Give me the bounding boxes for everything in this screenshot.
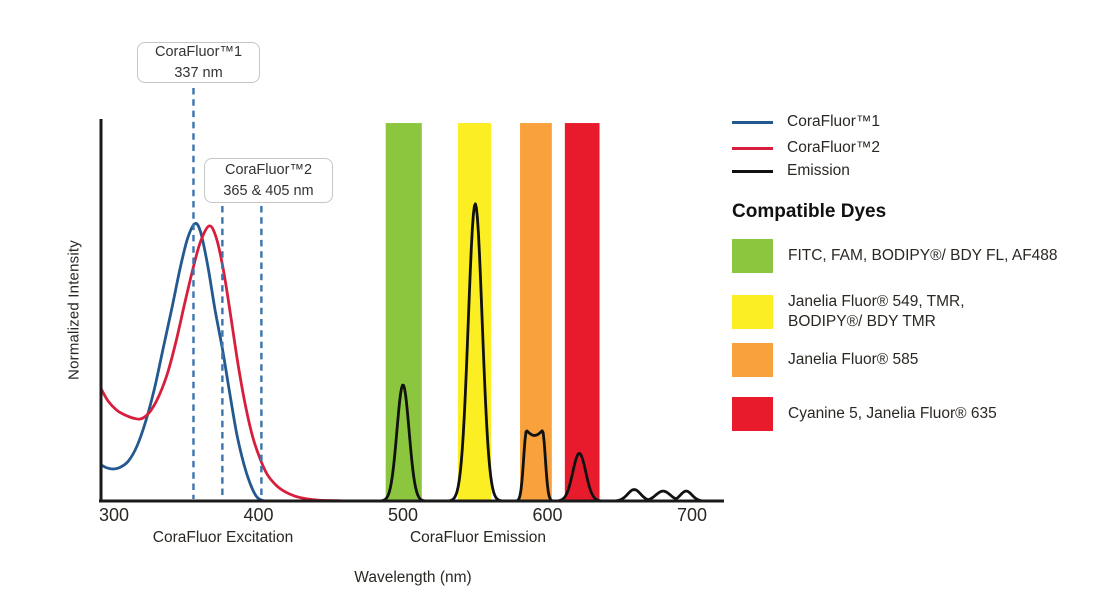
legend-label: CoraFluor™1: [787, 113, 881, 130]
filter-band-green: [385, 123, 422, 501]
annotation-corafluor2-wavelength: 365 & 405 nm: [223, 182, 314, 199]
x-tick-label-700: 700: [677, 505, 707, 525]
legend-item-corafluor2: CoraFluor™2: [732, 138, 880, 158]
dye-label: Janelia Fluor® 585: [788, 350, 919, 368]
x-tick-label-500: 500: [388, 505, 418, 525]
legend-line-swatch: [732, 146, 773, 150]
dye-list-item: FITC, FAM, BODIPY®/ BDY FL, AF488: [732, 239, 1058, 273]
annotation-corafluor2-name: CoraFluor™2: [224, 162, 313, 179]
dye-color-swatch: [732, 397, 773, 431]
excitation-section-label: CoraFluor Excitation: [152, 529, 294, 546]
dye-list-item: Janelia Fluor® 549, TMR, BODIPY®/ BDY TM…: [732, 292, 965, 333]
right-panel: CoraFluor™1 CoraFluor™2 Emission Compati…: [732, 0, 1110, 612]
legend-item-emission: Emission: [732, 161, 850, 181]
legend-line-swatch: [732, 120, 773, 124]
dye-color-swatch: [732, 343, 773, 377]
compatible-dyes-heading: Compatible Dyes: [732, 201, 887, 222]
y-axis-title: Normalized Intensity: [65, 240, 83, 380]
dye-color-swatch: [732, 239, 773, 273]
filter-band-red: [564, 123, 600, 501]
legend-line-swatch: [732, 169, 773, 173]
excitation-curve-2: [99, 224, 347, 503]
dye-label: Cyanine 5, Janelia Fluor® 635: [788, 404, 997, 422]
annotation-corafluor1: CoraFluor™1 337 nm: [137, 42, 260, 83]
excitation-curve-1: [99, 222, 266, 503]
legend-label: Emission: [787, 162, 850, 179]
annotation-corafluor2: CoraFluor™2 365 & 405 nm: [204, 158, 333, 203]
annotation-corafluor1-name: CoraFluor™1: [154, 44, 243, 61]
dye-list-item: Cyanine 5, Janelia Fluor® 635: [732, 397, 997, 431]
x-axis-title: Wavelength (nm): [354, 569, 472, 586]
x-tick-label-300: 300: [99, 505, 129, 525]
dye-label: FITC, FAM, BODIPY®/ BDY FL, AF488: [788, 246, 1058, 264]
legend-item-corafluor1: CoraFluor™1: [732, 112, 880, 132]
annotation-corafluor1-wavelength: 337 nm: [174, 64, 223, 81]
emission-section-label: CoraFluor Emission: [409, 529, 547, 546]
legend-label: CoraFluor™2: [787, 139, 881, 156]
dye-color-swatch: [732, 295, 773, 330]
x-tick-label-600: 600: [532, 505, 562, 525]
dye-list-item: Janelia Fluor® 585: [732, 343, 918, 377]
dye-label: Janelia Fluor® 549, TMR, BODIPY®/ BDY TM…: [788, 293, 965, 331]
x-tick-label-400: 400: [243, 505, 273, 525]
